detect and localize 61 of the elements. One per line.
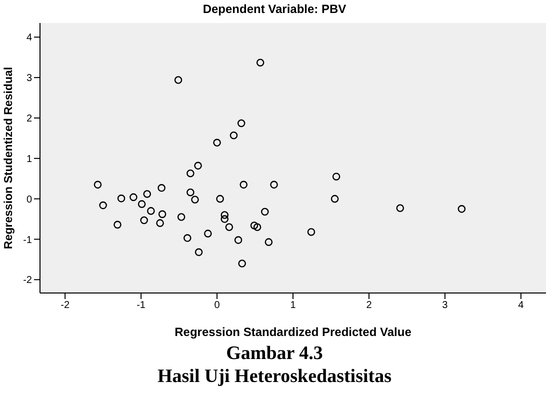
point (330, 194, 339, 203)
point (114, 220, 122, 229)
point (256, 58, 264, 67)
point (158, 184, 166, 192)
point (130, 193, 138, 202)
point (140, 216, 148, 224)
text: Hasil Uji Heteroskedastisitas (156, 365, 392, 388)
point (225, 223, 234, 232)
point (191, 196, 199, 204)
point (117, 194, 126, 202)
point (220, 215, 229, 223)
point (138, 200, 146, 208)
y-tick-label: -1 (23, 234, 32, 246)
point (174, 76, 182, 84)
point (396, 204, 404, 212)
x-tick-label: 0 (214, 300, 220, 312)
text: Gambar 4.3 (225, 342, 324, 365)
point (253, 223, 262, 232)
point (147, 207, 155, 215)
point (220, 211, 229, 219)
x-tick-label: 4 (518, 300, 524, 312)
y-tick-label: 2 (26, 114, 32, 125)
point (99, 201, 107, 210)
point (186, 169, 194, 178)
point (158, 210, 166, 218)
point (240, 180, 248, 189)
point (143, 190, 152, 198)
point (204, 230, 212, 238)
y-tick-label: 3 (26, 73, 32, 84)
point (264, 238, 273, 246)
point (177, 213, 186, 221)
point (250, 222, 258, 230)
y-axis-title: Regression Studentized Residual (3, 66, 16, 250)
point (194, 162, 202, 170)
point (213, 138, 221, 147)
point (270, 180, 278, 189)
point (94, 180, 102, 189)
x-axis-title: Regression Standardized Predicted Value (174, 325, 412, 339)
point (230, 131, 238, 140)
x-tick-label: 2 (366, 300, 372, 312)
point (183, 234, 192, 242)
point (156, 219, 164, 227)
y-tick-label: -2 (23, 275, 32, 286)
point (458, 205, 466, 213)
x-tick-label: -2 (60, 300, 70, 312)
point (186, 188, 194, 196)
x-tick-label: 3 (442, 300, 448, 312)
y-tick-label: 4 (26, 32, 32, 44)
point (307, 228, 316, 236)
chart-title: Dependent Variable: PBV (202, 2, 348, 16)
x-tick-label: 1 (290, 300, 296, 312)
y-tick-label: 0 (26, 194, 32, 206)
x-tick-label: -1 (136, 300, 146, 312)
point (237, 119, 246, 128)
y-tick-label: 1 (26, 154, 32, 165)
point (194, 248, 203, 256)
point (216, 194, 224, 203)
point (238, 260, 246, 268)
point (260, 208, 269, 216)
point (234, 236, 242, 244)
point (332, 172, 340, 180)
